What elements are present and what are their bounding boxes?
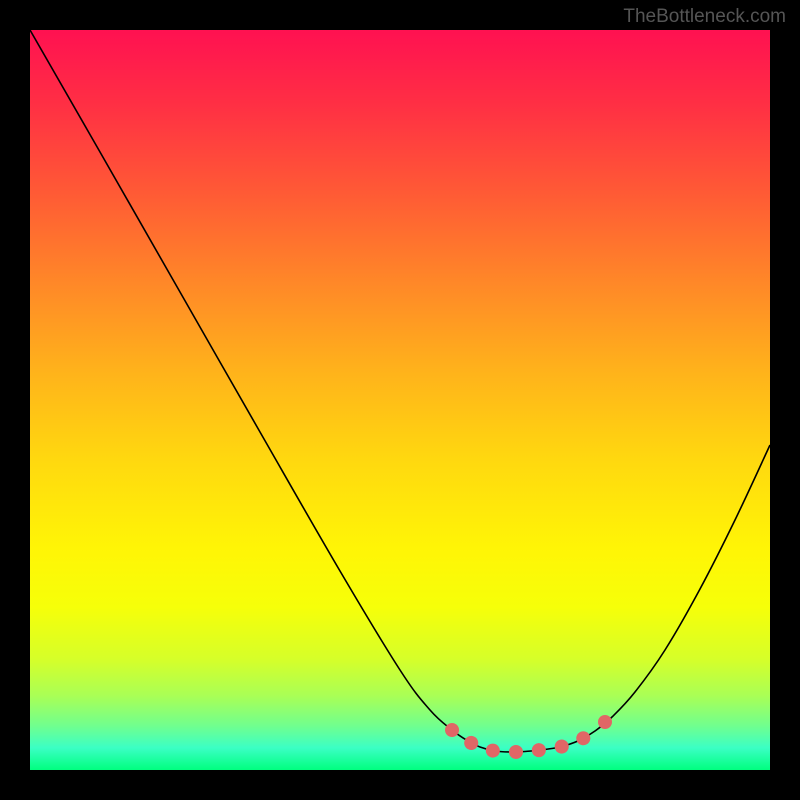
watermark-label: TheBottleneck.com: [623, 6, 786, 28]
chart-container: TheBottleneck.com: [0, 0, 800, 800]
highlight-extra-dot: [598, 715, 612, 729]
bottleneck-curve-chart: [0, 0, 800, 800]
